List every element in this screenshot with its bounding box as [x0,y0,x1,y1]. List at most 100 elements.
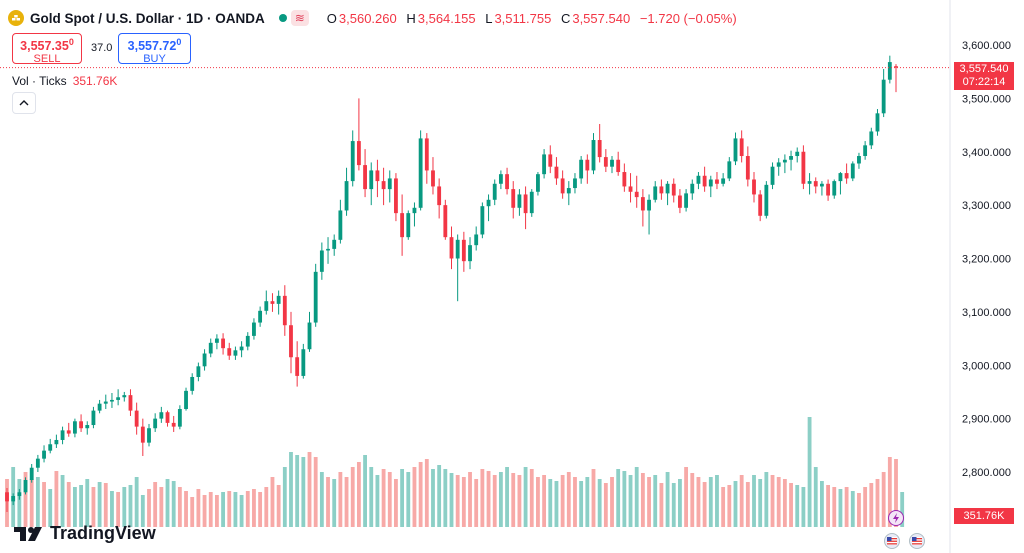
candle-body [671,183,676,196]
volume-bar [875,479,880,527]
volume-bar [79,485,83,527]
volume-bar [319,472,324,527]
volume-bar [505,467,509,527]
volume-bar [245,491,250,527]
volume-bar [134,477,139,527]
tradingview-watermark[interactable]: TradingView [14,523,156,544]
us-flag-event-icon[interactable] [884,533,900,549]
candle-body [801,151,806,184]
candle-body [640,197,645,211]
volume-bar [233,492,238,527]
volume-bar [313,457,318,527]
volume-bar [887,457,892,527]
candle-body [122,395,127,398]
candle-body [739,138,744,157]
candle-body [153,418,158,429]
lightning-event-icon[interactable] [888,510,904,526]
volume-bar [289,452,293,527]
volume-bar [23,472,28,527]
volume-bar [455,475,460,527]
y-tick-label: 2,900.000 [962,414,1011,426]
candle-body [554,166,559,179]
volume-bar [282,467,287,527]
candle-body [140,426,145,443]
volume-bar [640,473,645,527]
candle-body [258,310,263,323]
volume-bar [529,469,534,527]
candle-body [708,179,713,187]
candle-body [227,348,232,356]
sell-button[interactable]: 3,557.350 SELL [12,33,82,66]
volume-legend-label: Vol · Ticks [12,74,67,88]
candle-body [319,250,324,272]
volume-bar [48,489,53,527]
open-key: O [326,10,337,26]
volume-bar [159,487,164,527]
candle-body [832,181,837,196]
volume-bar [73,487,77,527]
volume-bar [579,481,584,527]
volume-bar [97,482,102,527]
volume-bar [103,483,108,527]
candle-body [66,430,71,434]
candle-body [171,422,176,427]
volume-legend[interactable]: Vol · Ticks 351.76K [12,74,117,88]
candle-body [97,403,102,411]
gold-icon [8,10,24,26]
candle-body [653,186,658,200]
volume-bar [424,459,429,527]
countdown-value: 07:22:14 [962,76,1006,88]
candle-body [177,409,182,427]
candle-body [110,399,114,402]
candle-body [350,141,355,182]
volume-bar [375,475,380,527]
volume-bar [394,479,398,527]
volume-bar [807,417,812,527]
candle-body [431,170,435,187]
volume-bar [122,487,127,527]
volume-bar [406,472,411,527]
collapse-legend-button[interactable] [12,92,36,114]
candle-body [733,138,738,162]
symbol-title[interactable]: Gold Spot / U.S. Dollar · 1D · OANDA [30,10,265,26]
volume-bar [566,472,571,527]
candle-body [375,170,380,182]
y-tick-label: 3,600.000 [962,40,1011,52]
candle-body [678,195,682,208]
candle-body [406,213,411,238]
candle-body [264,301,269,311]
volume-bar [585,477,590,527]
chevron-up-icon [19,100,29,106]
candle-body [449,237,454,259]
candle-body [548,154,553,167]
volume-bar [560,475,565,527]
candle-body [887,62,892,80]
sell-price-sup: 0 [68,37,74,47]
candle-body [394,178,398,214]
change-value: −1.720 (−0.05%) [639,10,737,26]
candle-body [424,138,429,171]
volume-bar [671,483,676,527]
candle-body [838,173,843,182]
sell-label: SELL [33,53,61,66]
us-flag-event-icon[interactable] [909,533,925,549]
volume-bar [733,481,738,527]
spread-value: 37.0 [91,42,113,54]
volume-bar [35,477,40,527]
volume-bar [91,487,96,527]
volume-bar [227,491,232,527]
volume-bar [42,482,46,527]
high-key: H [406,10,416,26]
volume-bar [881,472,886,527]
volume-bar [461,477,466,527]
buy-button[interactable]: 3,557.720 BUY [118,33,191,65]
candle-body [313,271,318,323]
candle-body [770,166,775,185]
candle-body [190,376,195,391]
candle-body [221,338,225,349]
volume-bar [536,477,540,527]
market-status[interactable]: ≋ [278,10,309,26]
volume-bar [369,467,374,527]
candle-body [659,186,664,194]
